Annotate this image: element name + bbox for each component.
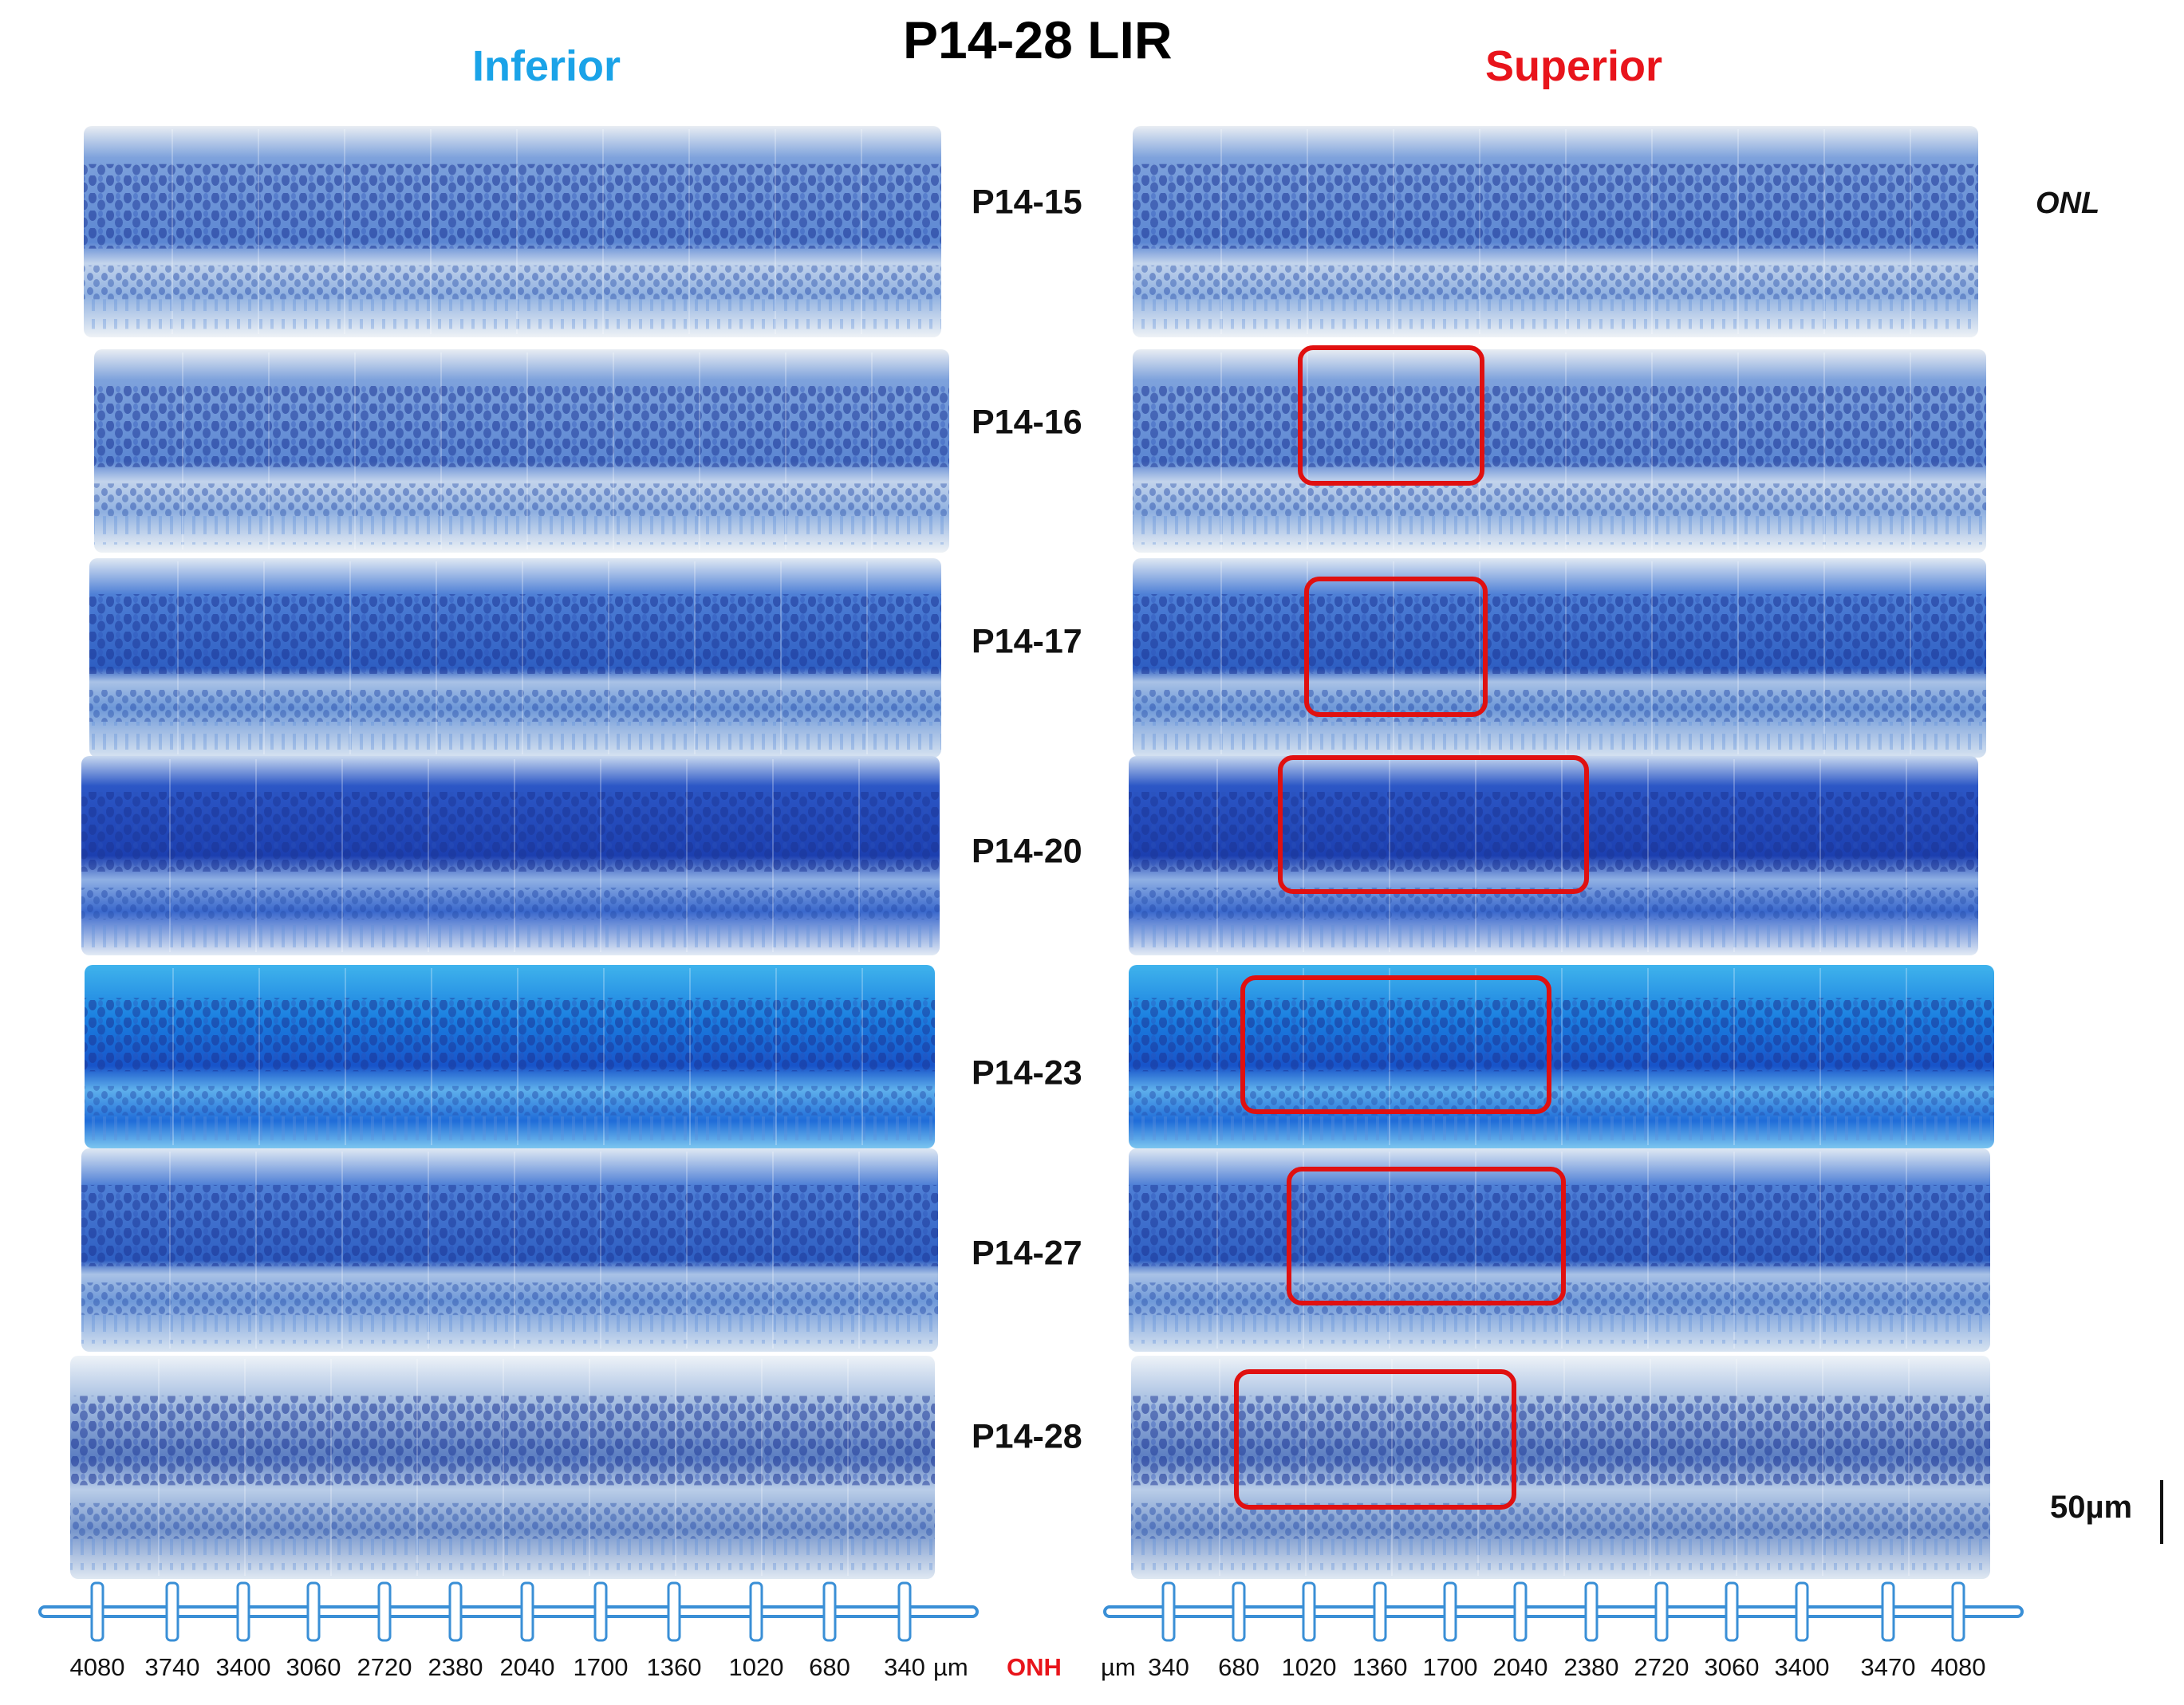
superior-retina-strip (1133, 349, 1986, 553)
axis-tick (1795, 1581, 1809, 1642)
row-label: P14-28 (972, 1417, 1082, 1456)
axis-tick (236, 1581, 250, 1642)
superior-retina-strip (1133, 126, 1978, 337)
row-label: P14-15 (972, 183, 1082, 222)
superior-retina-strip (1133, 558, 1986, 758)
inferior-axis-label: 1020 (728, 1653, 784, 1681)
highlight-box (1287, 1167, 1566, 1305)
superior-axis-label: 3470 (1860, 1653, 1916, 1681)
superior-retina-strip (1129, 756, 1978, 955)
superior-axis-label: 2040 (1492, 1653, 1548, 1681)
axis-tick (1654, 1581, 1669, 1642)
highlight-box (1234, 1369, 1516, 1510)
row-label: P14-17 (972, 622, 1082, 661)
inferior-axis-label: 3740 (144, 1653, 200, 1681)
highlight-box (1240, 975, 1551, 1114)
inferior-retina-strip (94, 349, 949, 553)
axis-tick (1951, 1581, 1965, 1642)
scale-bar (2160, 1480, 2163, 1544)
superior-axis-label: 340 (1148, 1653, 1189, 1681)
inferior-retina-strip (81, 1148, 938, 1352)
inferior-axis-label: 3400 (215, 1653, 271, 1681)
superior-axis-label: 3400 (1774, 1653, 1830, 1681)
scale-bar-label: 50µm (2050, 1490, 2133, 1525)
axis-tick (1881, 1581, 1895, 1642)
highlight-box (1278, 755, 1589, 894)
inferior-axis-label: 2040 (499, 1653, 555, 1681)
superior-axis-label: 1020 (1281, 1653, 1337, 1681)
inferior-retina-strip (84, 126, 941, 337)
axis-tick (1161, 1581, 1176, 1642)
inferior-axis-label: 2380 (428, 1653, 483, 1681)
axis-tick (1302, 1581, 1316, 1642)
inferior-axis-unit: µm (933, 1653, 968, 1681)
superior-axis-label: 1360 (1352, 1653, 1408, 1681)
inferior-retina-strip (81, 756, 940, 955)
inferior-axis-label: 4080 (69, 1653, 125, 1681)
axis-tick (667, 1581, 681, 1642)
axis-tick (1513, 1581, 1528, 1642)
axis-tick (448, 1581, 463, 1642)
axis-tick (306, 1581, 321, 1642)
row-label: P14-23 (972, 1053, 1082, 1093)
inferior-axis-label: 2720 (357, 1653, 412, 1681)
axis-tick (1232, 1581, 1246, 1642)
inferior-axis-rail (38, 1581, 979, 1642)
superior-axis-label: 2720 (1634, 1653, 1689, 1681)
axis-tick (897, 1581, 912, 1642)
superior-axis-unit: µm (1101, 1653, 1136, 1681)
highlight-box (1298, 345, 1484, 486)
inferior-title: Inferior (472, 42, 621, 90)
superior-retina-strip (1129, 965, 1994, 1148)
axis-tick (1373, 1581, 1387, 1642)
axis-tick (520, 1581, 534, 1642)
row-label: P14-16 (972, 403, 1082, 442)
superior-axis-label: 3060 (1704, 1653, 1760, 1681)
highlight-box (1304, 577, 1488, 717)
superior-retina-strip (1131, 1356, 1990, 1579)
axis-tick (822, 1581, 837, 1642)
axis-tick (593, 1581, 608, 1642)
onh-label: ONH (1007, 1653, 1062, 1681)
axis-tick (90, 1581, 104, 1642)
inferior-retina-strip (70, 1356, 935, 1579)
axis-tick (1725, 1581, 1739, 1642)
inferior-axis-label: 1700 (573, 1653, 629, 1681)
superior-axis-label: 4080 (1930, 1653, 1986, 1681)
axis-tick (377, 1581, 392, 1642)
axis-tick (1584, 1581, 1599, 1642)
row-label: P14-20 (972, 832, 1082, 871)
axis-tick (165, 1581, 179, 1642)
superior-axis-label: 680 (1218, 1653, 1260, 1681)
superior-axis-rail (1103, 1581, 2024, 1642)
figure-title: P14-28 LIR (903, 10, 1173, 69)
axis-tick (749, 1581, 763, 1642)
inferior-retina-strip (85, 965, 935, 1148)
inferior-axis-label: 1360 (646, 1653, 702, 1681)
onl-layer-label: ONL (2036, 187, 2100, 220)
superior-title: Superior (1485, 42, 1663, 90)
inferior-axis-label: 340 (884, 1653, 925, 1681)
inferior-axis-label: 3060 (286, 1653, 341, 1681)
row-label: P14-27 (972, 1234, 1082, 1273)
superior-axis-label: 1700 (1422, 1653, 1478, 1681)
inferior-axis-label: 680 (809, 1653, 850, 1681)
axis-tick (1443, 1581, 1457, 1642)
superior-axis-label: 2380 (1563, 1653, 1619, 1681)
inferior-retina-strip (89, 558, 941, 758)
superior-retina-strip (1129, 1148, 1990, 1352)
